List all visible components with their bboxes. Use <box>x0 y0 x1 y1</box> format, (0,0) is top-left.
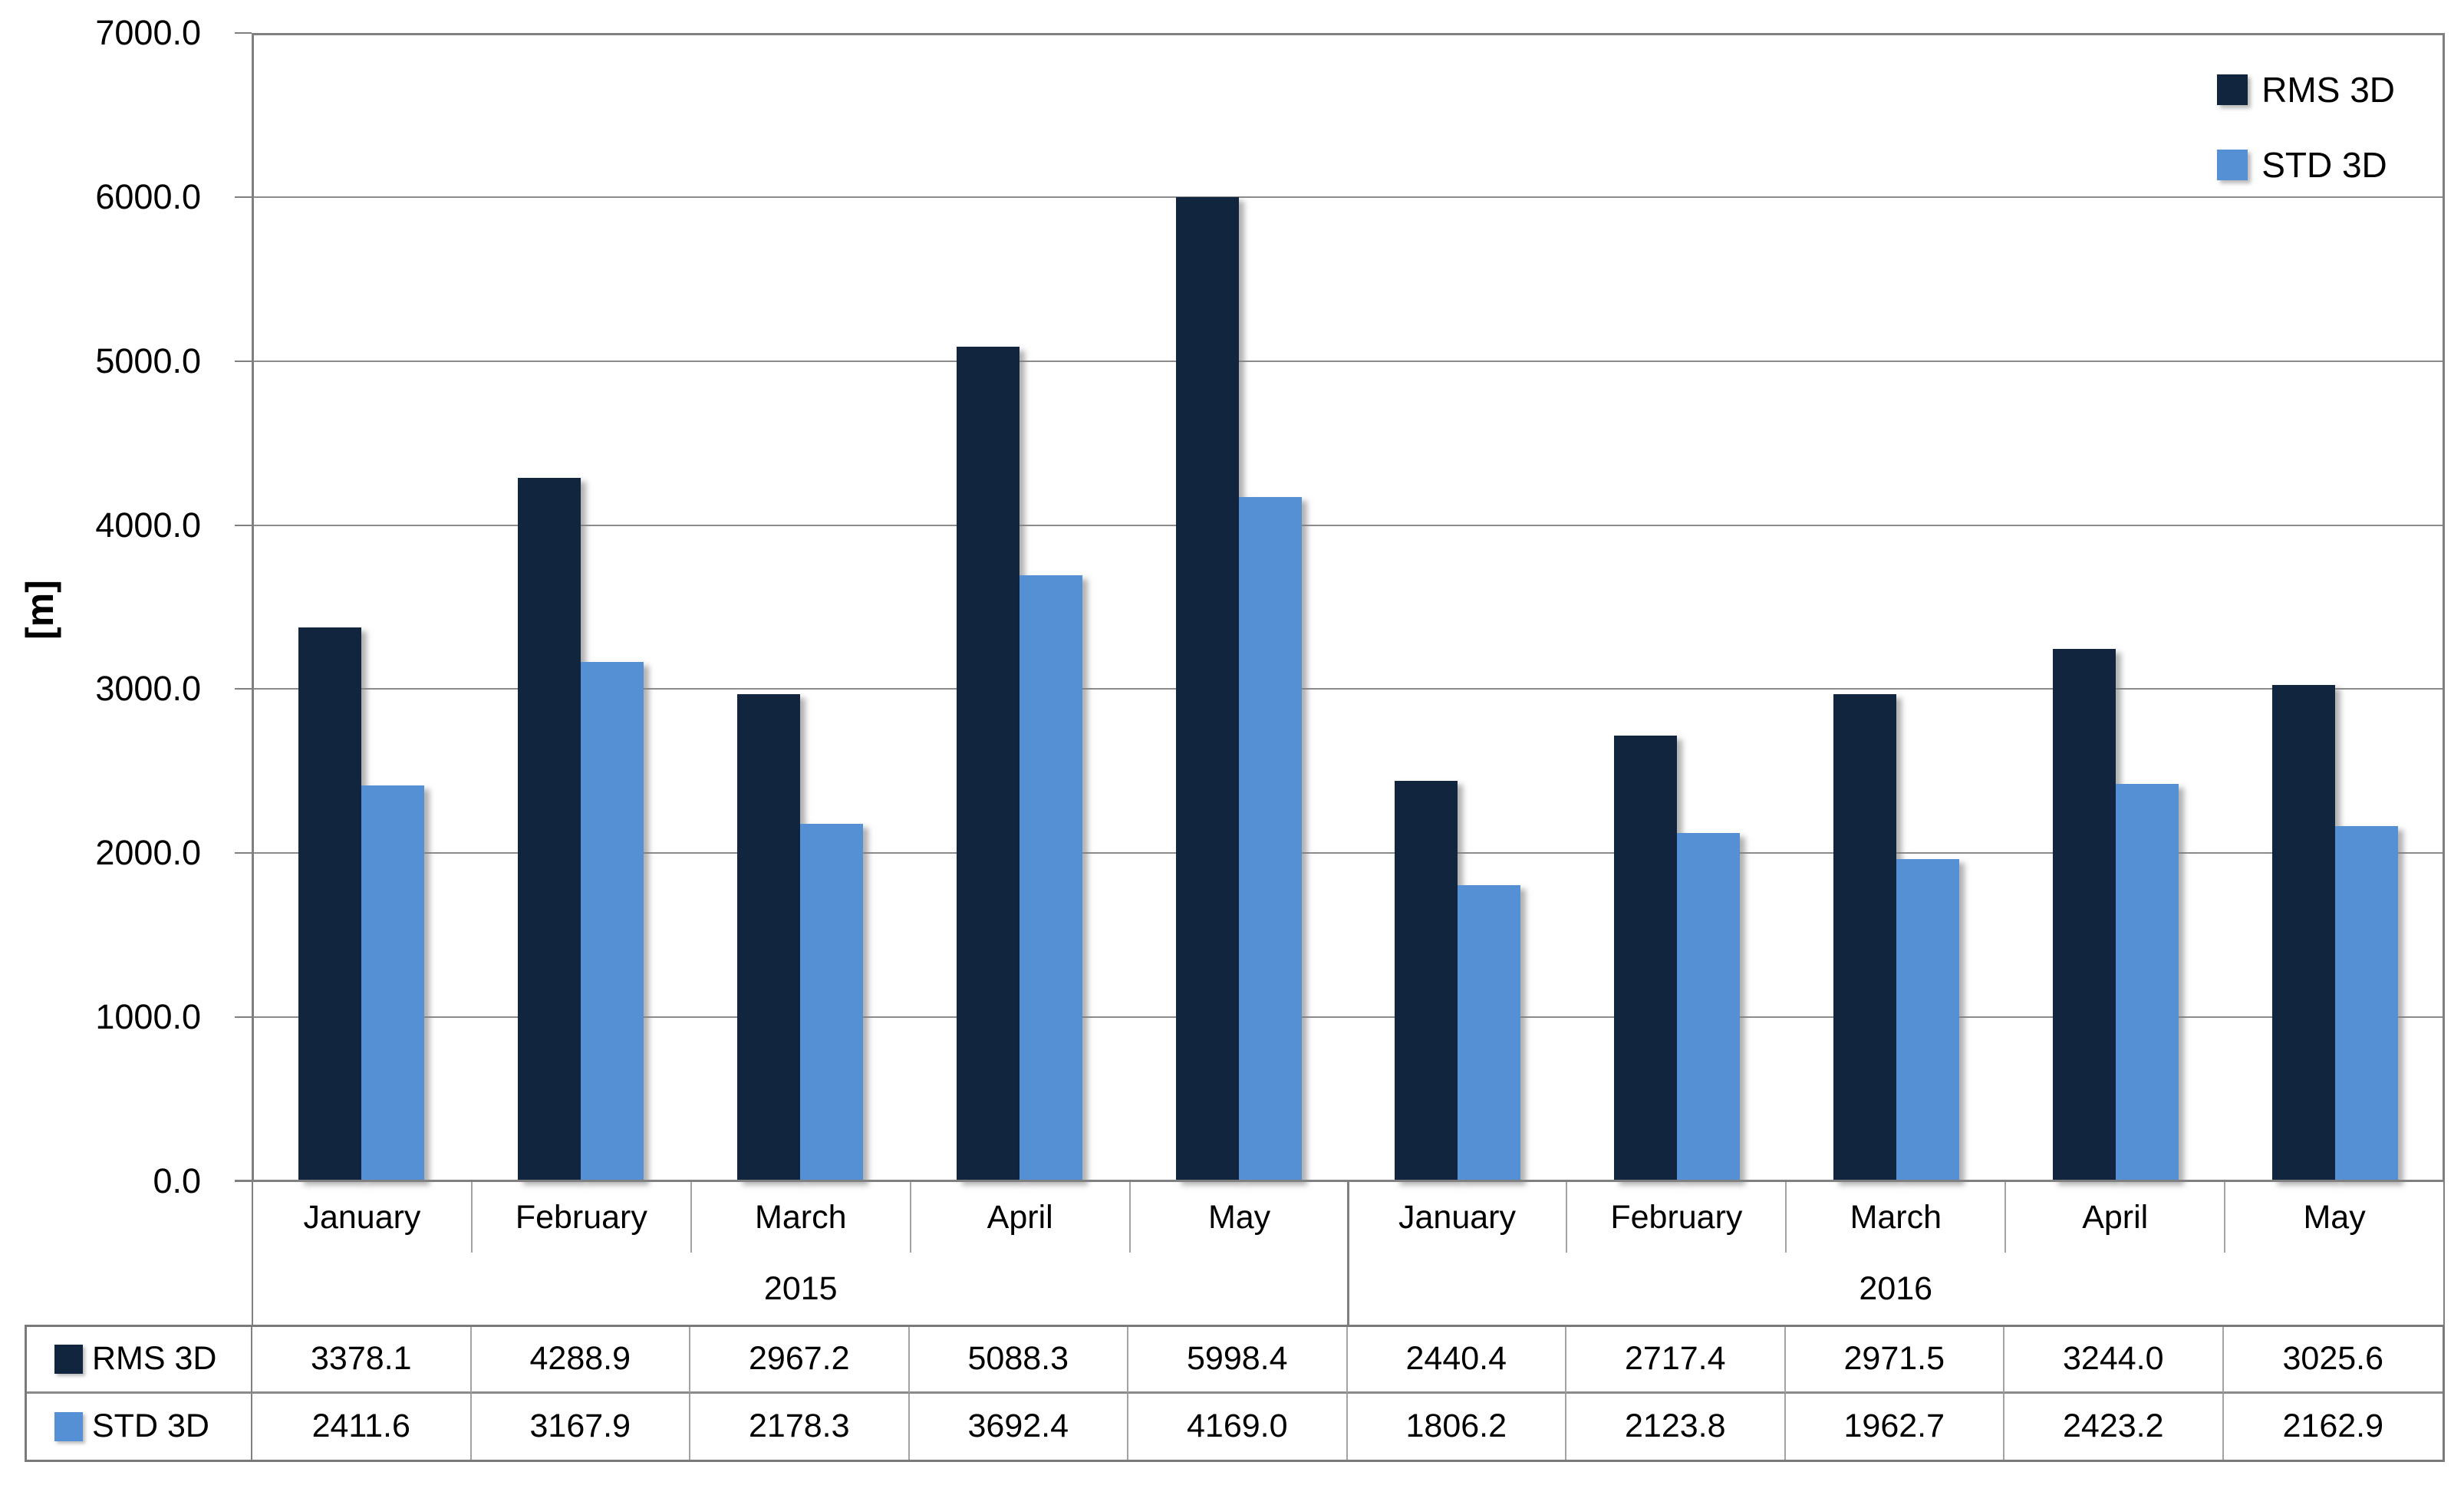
data-table: RMS 3D 3378.1 4288.9 2967.2 5088.3 5998.4 244… <box>25 1325 2445 1462</box>
legend: RMS 3D STD 3D <box>2217 72 2395 183</box>
table-value-rms-3d: 3025.6 <box>2223 1327 2443 1394</box>
month-label: March <box>1787 1182 2007 1253</box>
y-tick-label: 5000.0 <box>95 341 201 380</box>
table-row-label: STD 3D <box>92 1408 209 1445</box>
table-value-rms-3d: 3244.0 <box>2004 1327 2224 1394</box>
bar-std-3d-may-2015 <box>1239 497 1302 1181</box>
month-label: February <box>1567 1182 1787 1253</box>
year-group-2016: 2016 <box>1859 1269 1933 1307</box>
table-legend-key-std-3d: STD 3D <box>27 1393 252 1460</box>
bar-rms-3d-march-2016 <box>1833 694 1896 1181</box>
bar-std-3d-january-2016 <box>1458 885 1520 1181</box>
bar-std-3d-february-2015 <box>581 662 644 1181</box>
table-value-std-3d: 3167.9 <box>472 1393 690 1460</box>
rms-3d-color-swatch-icon <box>2217 74 2248 105</box>
y-tick-label: 4000.0 <box>95 505 201 545</box>
y-tick-label: 3000.0 <box>95 669 201 709</box>
month-label: February <box>473 1182 692 1253</box>
bar-rms-3d-april-2015 <box>957 347 1020 1181</box>
bar-std-3d-april-2016 <box>2116 784 2179 1181</box>
x-axis-line <box>235 1180 2445 1182</box>
month-label: March <box>692 1182 911 1253</box>
month-label: January <box>1349 1182 1568 1253</box>
table-value-std-3d: 4169.0 <box>1128 1393 1348 1460</box>
gridline <box>254 852 2443 854</box>
gridline <box>254 196 2443 198</box>
month-label: April <box>2006 1182 2226 1253</box>
y-tick-mark <box>235 524 252 526</box>
x-axis-year-labels: 2015 2016 <box>252 1253 2445 1325</box>
year-group-2015: 2015 <box>763 1269 838 1307</box>
table-value-std-3d: 2162.9 <box>2282 1408 2384 1445</box>
legend-item-std-3d: STD 3D <box>2217 147 2395 183</box>
month-label: May <box>1207 1198 1271 1236</box>
y-tick-mark <box>235 196 252 198</box>
table-value-rms-3d: 5998.4 <box>1128 1327 1348 1394</box>
gridline <box>254 1016 2443 1019</box>
std-3d-color-swatch-icon <box>54 1411 83 1441</box>
bar-std-3d-april-2015 <box>1020 575 1082 1181</box>
bar-rms-3d-january-2015 <box>298 627 361 1181</box>
bar-std-3d-march-2016 <box>1896 859 1959 1181</box>
table-value-std-3d: 1806.2 <box>1348 1393 1566 1460</box>
bar-rms-3d-may-2015 <box>1176 197 1239 1181</box>
std-3d-color-swatch-icon <box>2217 150 2248 180</box>
table-value-std-3d: 3692.4 <box>910 1393 1128 1460</box>
bar-rms-3d-february-2016 <box>1614 736 1677 1181</box>
y-tick-label: 7000.0 <box>95 13 201 52</box>
legend-label: STD 3D <box>2261 145 2387 185</box>
table-value-rms-3d: 2967.2 <box>690 1327 910 1394</box>
y-tick-label: 6000.0 <box>95 176 201 216</box>
legend-item-rms-3d: RMS 3D <box>2217 72 2395 107</box>
x-axis-month-labels: January February March April May January Febru… <box>252 1182 2445 1253</box>
y-tick-label: 1000.0 <box>95 997 201 1037</box>
table-legend-key-rms-3d: RMS 3D <box>27 1327 252 1394</box>
table-row-label: RMS 3D <box>92 1340 217 1378</box>
table-value-std-3d: 2123.8 <box>1566 1393 1786 1460</box>
bar-rms-3d-april-2016 <box>2053 649 2116 1181</box>
bar-std-3d-march-2015 <box>800 824 863 1181</box>
table-value-std-3d: 2423.2 <box>2004 1393 2224 1460</box>
bar-std-3d-may-2016 <box>2335 826 2398 1181</box>
y-tick-label: 2000.0 <box>95 833 201 873</box>
month-label: May <box>2303 1198 2366 1236</box>
month-label: January <box>253 1182 473 1253</box>
table-value-std-3d: 2178.3 <box>690 1393 910 1460</box>
rms-3d-color-swatch-icon <box>54 1344 83 1374</box>
table-value-rms-3d: 4288.9 <box>471 1327 690 1394</box>
y-tick-mark <box>235 688 252 690</box>
bar-std-3d-january-2015 <box>361 785 424 1181</box>
y-tick-mark <box>235 1016 252 1019</box>
year-group-divider <box>1347 1182 1349 1325</box>
y-tick-mark <box>235 360 252 362</box>
table-value-std-3d: 2411.6 <box>252 1393 472 1460</box>
y-tick-label: 0.0 <box>153 1161 201 1200</box>
table-value-std-3d: 1962.7 <box>1786 1393 2004 1460</box>
bar-rms-3d-january-2016 <box>1395 781 1458 1181</box>
table-value-rms-3d: 2717.4 <box>1566 1327 1786 1394</box>
y-tick-mark <box>235 32 252 34</box>
legend-label: RMS 3D <box>2261 70 2395 110</box>
table-value-rms-3d: 2440.4 <box>1347 1327 1566 1394</box>
bar-std-3d-february-2016 <box>1677 833 1740 1181</box>
bar-rms-3d-may-2016 <box>2272 685 2335 1181</box>
gridline <box>254 524 2443 526</box>
bar-rms-3d-march-2015 <box>737 694 800 1181</box>
month-label: April <box>911 1182 1131 1253</box>
bar-rms-3d-february-2015 <box>518 478 581 1181</box>
y-axis-title: [m] <box>18 580 61 640</box>
y-tick-mark <box>235 852 252 854</box>
gridline <box>254 688 2443 690</box>
gridline <box>254 360 2443 362</box>
table-value-rms-3d: 2971.5 <box>1785 1327 2004 1394</box>
plot-area: RMS 3D STD 3D <box>252 33 2445 1181</box>
table-value-rms-3d: 5088.3 <box>909 1327 1128 1394</box>
table-value-rms-3d: 3378.1 <box>252 1327 472 1394</box>
